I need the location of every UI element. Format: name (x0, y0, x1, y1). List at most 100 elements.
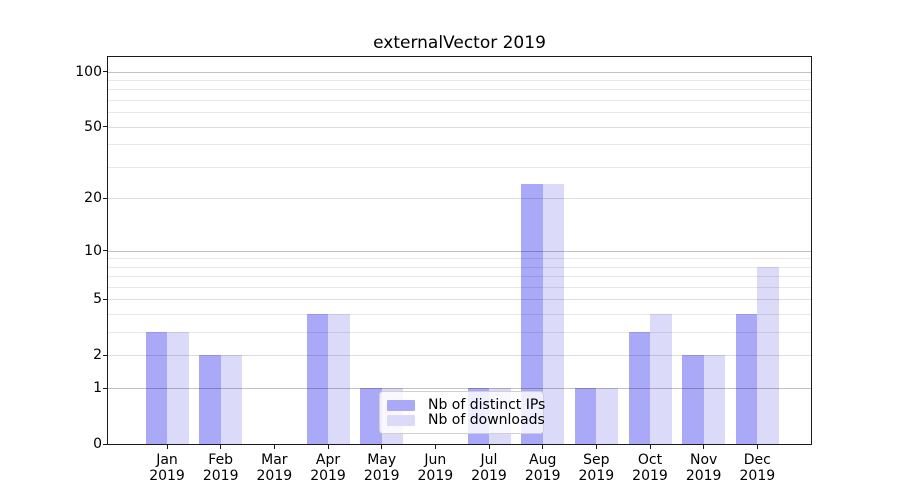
y-tick-mark (103, 443, 107, 445)
y-axis-tick-label: 20 (84, 190, 102, 207)
x-tick-mark (649, 445, 651, 449)
x-tick-month: Apr (315, 452, 341, 468)
x-tick-month: Mar (261, 452, 288, 468)
bar-distinct-ips (682, 355, 704, 444)
x-tick-mark (595, 445, 597, 449)
x-tick-year: 2019 (310, 468, 346, 484)
x-tick-month: Aug (529, 452, 557, 468)
bar-downloads (220, 355, 243, 444)
x-axis-tick-label: Dec 2019 (727, 452, 787, 484)
gridline-major (108, 388, 811, 390)
chart-title: externalVector 2019 (373, 33, 546, 53)
x-tick-year: 2019 (632, 468, 668, 484)
x-tick-mark (434, 445, 436, 449)
x-tick-mark (756, 445, 758, 449)
x-tick-month: Nov (689, 452, 718, 468)
x-tick-year: 2019 (685, 468, 722, 484)
x-tick-month: Jan (156, 452, 178, 468)
gridline-major (108, 198, 811, 200)
legend: Nb of distinct IPs Nb of downloads (379, 391, 545, 434)
x-tick-month: May (367, 452, 397, 468)
legend-swatch-distinct-ips (387, 400, 415, 411)
y-axis-tick-label: 0 (93, 436, 102, 452)
bar-distinct-ips (306, 314, 329, 444)
gridline-minor (108, 79, 811, 81)
x-tick-month: Feb (208, 452, 234, 468)
legend-item-distinct-ips: Nb of distinct IPs (387, 398, 545, 413)
bar-downloads (596, 388, 618, 444)
bar-downloads (167, 332, 189, 444)
legend-label-distinct-ips: Nb of distinct IPs (428, 397, 546, 413)
y-axis-tick-label: 2 (93, 347, 102, 364)
bar-distinct-ips (145, 332, 168, 444)
x-tick-year: 2019 (578, 468, 615, 484)
gridline-major (108, 299, 811, 301)
legend-item-downloads: Nb of downloads (387, 413, 545, 428)
x-axis-tick-label: Aug 2019 (513, 452, 573, 484)
bar-downloads (703, 355, 726, 444)
gridline-major (108, 71, 811, 73)
x-axis-tick-label: May 2019 (352, 452, 412, 484)
x-tick-year: 2019 (524, 468, 561, 484)
x-tick-month: Jun (424, 452, 447, 468)
x-tick-mark (488, 445, 490, 449)
y-tick-mark (103, 126, 107, 128)
gridline-major (108, 126, 811, 128)
y-tick-mark (103, 197, 107, 199)
y-axis-tick-label: 100 (75, 63, 102, 80)
gridline-minor (108, 286, 811, 288)
gridline-minor (108, 332, 811, 334)
gridline-minor (108, 276, 811, 278)
x-tick-year: 2019 (363, 468, 400, 484)
x-tick-year: 2019 (417, 468, 454, 484)
y-tick-mark (103, 250, 107, 251)
x-tick-year: 2019 (739, 468, 776, 484)
bar-downloads (650, 314, 672, 444)
x-axis-tick-label: Oct 2019 (620, 452, 680, 484)
x-axis-tick-label: Jan 2019 (137, 452, 197, 484)
x-tick-mark (381, 445, 383, 449)
bar-downloads (328, 314, 350, 444)
gridline-minor (108, 166, 811, 168)
y-tick-mark (103, 71, 107, 73)
x-tick-year: 2019 (202, 468, 239, 484)
x-tick-month: Sep (583, 452, 610, 468)
x-tick-mark (703, 445, 705, 449)
x-tick-mark (327, 445, 329, 449)
x-axis-tick-label: Jun 2019 (405, 452, 465, 484)
x-tick-mark (220, 445, 222, 449)
gridline-minor (108, 144, 811, 146)
bar-distinct-ips (574, 388, 597, 444)
gridline-minor (108, 100, 811, 102)
gridline-minor (108, 258, 811, 260)
x-axis-tick-label: Apr 2019 (298, 452, 358, 484)
y-tick-mark (103, 298, 107, 300)
bar-distinct-ips (521, 184, 543, 444)
x-tick-month: Oct (637, 452, 663, 468)
x-tick-year: 2019 (256, 468, 293, 484)
bar-distinct-ips (199, 355, 221, 444)
x-tick-year: 2019 (471, 468, 507, 484)
x-tick-month: Dec (743, 452, 771, 468)
gridline-major (108, 250, 811, 252)
bar-downloads (757, 266, 779, 444)
y-axis-tick-label: 10 (84, 242, 102, 259)
x-axis-tick-label: Mar 2019 (244, 452, 304, 484)
y-tick-mark (103, 387, 107, 389)
x-axis-tick-label: Sep 2019 (566, 452, 626, 484)
gridline-minor (108, 112, 811, 114)
gridline-minor (108, 314, 811, 316)
x-tick-year: 2019 (149, 468, 185, 484)
plot-area (107, 56, 812, 445)
x-tick-month: Jul (480, 452, 498, 468)
bar-downloads (542, 184, 565, 444)
x-tick-mark (273, 445, 275, 449)
gridline-minor (108, 89, 811, 91)
x-tick-mark (542, 445, 544, 449)
gridline-major (108, 355, 811, 357)
bar-distinct-ips (735, 314, 758, 444)
gridline-minor (108, 266, 811, 268)
bar-distinct-ips (360, 388, 382, 444)
x-tick-mark (166, 445, 168, 449)
